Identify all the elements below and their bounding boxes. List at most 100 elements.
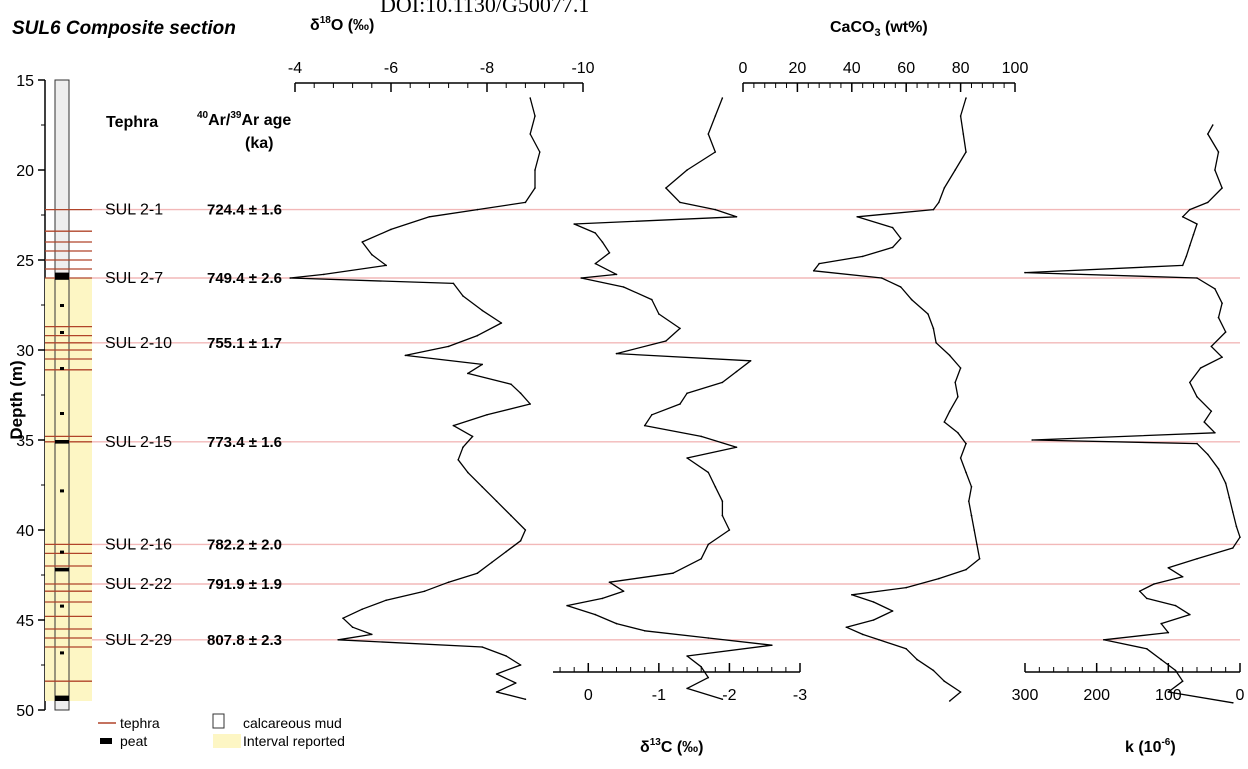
chart-data-point	[510, 383, 512, 386]
age-header-iso-b: 39	[230, 110, 242, 121]
chart-tick-label: 20	[789, 60, 807, 77]
chart-data-point	[948, 410, 951, 413]
depth-tick-label: 30	[16, 343, 34, 360]
chart-data-point	[447, 581, 450, 583]
chart-data-point	[462, 295, 464, 297]
chart-data-point	[505, 655, 508, 657]
chart-data-point	[423, 590, 426, 592]
chart-axis-label-sup: 18	[320, 15, 332, 26]
age-header: 40Ar/39Ar age	[197, 110, 291, 129]
legend-peat-label: peat	[120, 733, 147, 749]
chart-series-line	[1024, 124, 1241, 704]
depth-tick-label: 25	[16, 253, 34, 270]
chart-data-point	[323, 273, 325, 276]
chart-series-line	[566, 97, 773, 700]
chart-data-point	[770, 644, 773, 646]
column-peat-layer	[55, 440, 69, 444]
chart-data-point	[594, 232, 597, 234]
chart-axis-label-main: δ	[640, 739, 650, 756]
chart-data-point	[615, 273, 618, 276]
chart-data-point	[1210, 410, 1213, 413]
chart-axis-label-tail: O (‰)	[331, 17, 375, 34]
tephra-name: SUL 2-1	[105, 202, 163, 219]
chart-data-point	[1206, 201, 1209, 204]
chart-data-point	[371, 253, 373, 256]
tephra-header: Tephra	[106, 114, 158, 131]
chart-tick-label: -6	[384, 60, 398, 77]
chart-data-point	[943, 421, 946, 423]
chart-data-point	[1214, 169, 1216, 171]
chart-data-point	[935, 342, 937, 344]
chart-data-point	[721, 500, 724, 503]
column-peat-mark	[60, 412, 64, 415]
column-peat-mark	[60, 367, 64, 370]
chart-series-line	[813, 97, 981, 702]
chart-data-point	[615, 622, 618, 625]
depth-axis-label: Depth (m)	[7, 360, 26, 439]
chart-data-point	[1167, 567, 1170, 569]
chart-data-point	[1181, 576, 1184, 578]
chart-tick-label: 300	[1012, 687, 1039, 704]
chart-data-point	[467, 372, 469, 375]
chart-data-point	[818, 262, 820, 265]
depth-tick-label: 15	[16, 73, 34, 90]
chart-axis-label: δ13C (‰)	[640, 737, 703, 756]
depth-tick-label: 20	[16, 163, 34, 180]
chart-data-point	[1196, 558, 1198, 560]
chart-data-point	[1232, 702, 1234, 704]
chart-data-point	[534, 169, 536, 171]
chart-data-point	[679, 403, 681, 405]
chart-data-point	[1192, 234, 1195, 236]
chart-data-point	[851, 594, 853, 596]
chart-data-point	[905, 648, 907, 650]
chart-axis-label: δ18O (‰)	[310, 15, 374, 34]
tephra-name: SUL 2-16	[105, 536, 172, 553]
chart-data-point	[899, 286, 902, 288]
chart-tick-label: -3	[793, 687, 807, 704]
chart-data-point	[686, 457, 688, 459]
chart-tick-label: 80	[952, 60, 970, 77]
chart-data-point	[651, 414, 653, 416]
chart-data-point	[1228, 496, 1231, 499]
chart-data-point	[1189, 613, 1191, 616]
chart-data-point	[978, 558, 981, 560]
chart-data-point	[932, 208, 935, 211]
chart-data-point	[1196, 223, 1198, 225]
chart-data-point	[1189, 381, 1191, 384]
chart-data-point	[938, 577, 940, 580]
tephra-age: 791.9 ± 1.9	[207, 576, 282, 593]
chart-data-point	[404, 354, 407, 357]
chart-axis-label-main: δ	[310, 17, 320, 34]
chart-data-point	[524, 698, 527, 700]
chart-data-point	[622, 590, 625, 592]
chart-data-point	[749, 360, 752, 362]
chart-data-point	[938, 201, 940, 204]
age-header-mid: Ar/	[208, 112, 231, 129]
chart-data-point	[342, 617, 344, 619]
chart-data-point	[910, 298, 913, 301]
chart-data-point	[1031, 439, 1033, 441]
chart-data-point	[665, 187, 667, 189]
chart-data-point	[524, 201, 527, 204]
chart-tick-label: -8	[480, 60, 494, 77]
chart-data-point	[707, 471, 710, 474]
chart-tick-label: 0	[739, 60, 748, 77]
chart-data-point	[959, 457, 962, 459]
depth-axis: 15 20 25 30 35 40 45 50 Depth (m)	[7, 73, 46, 720]
chart-data-point	[721, 698, 724, 700]
chart-data-point	[495, 673, 498, 675]
chart-data-point	[700, 558, 702, 560]
chart-data-point	[1185, 255, 1188, 258]
chart-tick-label: -1	[652, 687, 666, 704]
chart-data-point	[608, 252, 611, 254]
legend-interval-label: Interval reported	[243, 733, 345, 749]
chart-data-point	[1146, 597, 1148, 600]
chart-data-point	[878, 639, 880, 641]
chart-data-point	[891, 610, 894, 612]
tephra-name: SUL 2-29	[105, 632, 172, 649]
depth-tick-label: 40	[16, 523, 34, 540]
chart-data-point	[1214, 288, 1216, 290]
column-peat-mark	[60, 304, 64, 307]
